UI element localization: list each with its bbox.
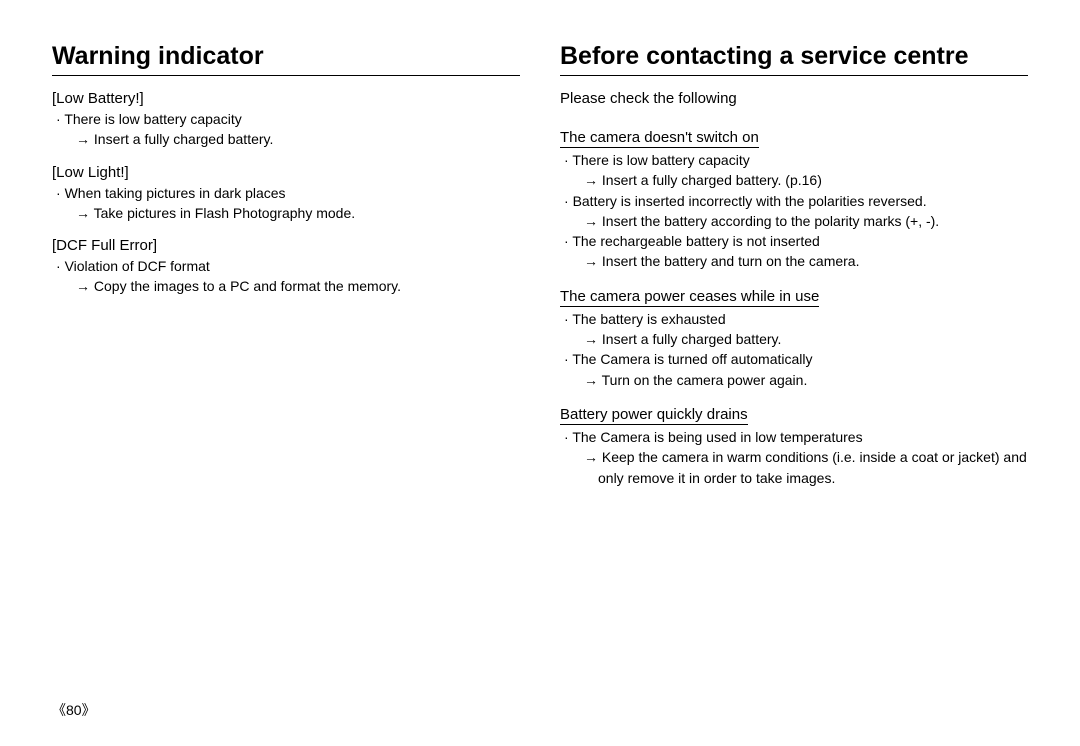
left-column: Warning indicator [Low Battery!] There i… [52,42,520,488]
sub-heading: Battery power quickly drains [560,406,748,425]
right-title: Before contacting a service centre [560,42,1028,76]
solution: Insert a fully charged battery. [584,329,1028,349]
columns: Warning indicator [Low Battery!] There i… [52,42,1028,488]
right-section-2: Battery power quickly drains The Camera … [560,390,1028,488]
sub-heading: The camera doesn't switch on [560,129,759,148]
solution: Insert the battery according to the pola… [584,211,1028,231]
right-section-0: The camera doesn't switch on There is lo… [560,113,1028,272]
section-label: [Low Battery!] [52,90,520,107]
cause: The battery is exhausted [564,309,1028,329]
cause: The Camera is turned off automatically [564,349,1028,369]
left-section-1: [Low Light!] When taking pictures in dar… [52,164,520,224]
left-title: Warning indicator [52,42,520,76]
solution: Copy the images to a PC and format the m… [76,276,520,296]
left-section-0: [Low Battery!] There is low battery capa… [52,90,520,150]
cause: There is low battery capacity [56,109,520,129]
solution: Take pictures in Flash Photography mode. [76,203,520,223]
cause: Battery is inserted incorrectly with the… [564,191,1028,211]
left-section-2: [DCF Full Error] Violation of DCF format… [52,237,520,297]
solution: Insert a fully charged battery. (p.16) [584,170,1028,190]
cause: Violation of DCF format [56,256,520,276]
intro-text: Please check the following [560,90,1028,107]
cause: The Camera is being used in low temperat… [564,427,1028,447]
solution: Insert a fully charged battery. [76,129,520,149]
cause: The rechargeable battery is not inserted [564,231,1028,251]
solution: Turn on the camera power again. [584,370,1028,390]
section-label: [Low Light!] [52,164,520,181]
right-section-1: The camera power ceases while in use The… [560,272,1028,390]
solution: Insert the battery and turn on the camer… [584,251,1028,271]
cause: There is low battery capacity [564,150,1028,170]
cause: When taking pictures in dark places [56,183,520,203]
right-column: Before contacting a service centre Pleas… [560,42,1028,488]
page: Warning indicator [Low Battery!] There i… [0,0,1080,746]
section-label: [DCF Full Error] [52,237,520,254]
page-number: 《80》 [52,700,96,720]
solution: Keep the camera in warm conditions (i.e.… [584,447,1028,488]
sub-heading: The camera power ceases while in use [560,288,819,307]
